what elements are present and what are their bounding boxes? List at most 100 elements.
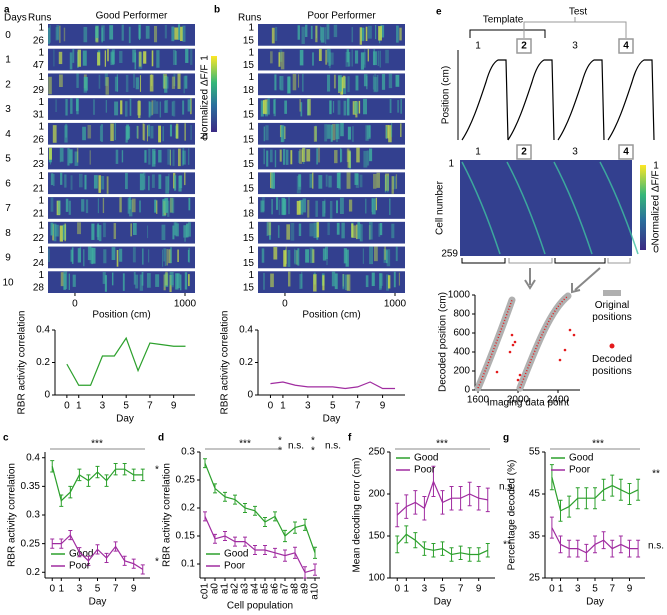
- error-bar: [113, 541, 118, 552]
- heatmap-streak: [105, 100, 108, 113]
- y-tick-label: 250: [368, 447, 385, 458]
- heatmap-streak: [302, 198, 306, 213]
- heatmap-streak: [396, 25, 399, 43]
- heatmap-streak: [386, 249, 391, 267]
- heatmap-streak: [270, 273, 274, 288]
- error-bar: [122, 462, 127, 476]
- heatmap-streak: [300, 200, 304, 215]
- heatmap-streak: [169, 271, 174, 286]
- heatmap-streak: [122, 273, 125, 291]
- heatmap-streak: [139, 75, 142, 92]
- x-tick-label: 9: [627, 584, 633, 595]
- heatmap-streak: [395, 246, 398, 262]
- heatmap-streak: [104, 73, 108, 86]
- heatmap-streak: [115, 149, 119, 164]
- heatmap-streak: [105, 77, 109, 95]
- heatmap-streak: [179, 274, 182, 291]
- heatmap-streak: [398, 272, 400, 286]
- heatmap-streak: [91, 223, 95, 240]
- heatmap-streak: [68, 200, 71, 215]
- heatmap-streak: [69, 52, 73, 70]
- y-tick-label: 0.4: [239, 325, 253, 336]
- heatmap-streak: [330, 52, 334, 65]
- heatmap-streak: [340, 123, 344, 137]
- heatmap-streak: [139, 274, 144, 291]
- heatmap-streak: [93, 175, 98, 189]
- x-tick-label: 9: [131, 584, 137, 595]
- error-bar: [140, 468, 145, 482]
- heatmap-streak: [357, 222, 361, 239]
- segment-label: 3: [572, 41, 578, 52]
- colorbar: [640, 165, 646, 250]
- y-tick-label: 600: [453, 328, 470, 339]
- error-bar: [558, 499, 563, 522]
- test-label: Test: [569, 7, 588, 18]
- segment-label: 2: [521, 41, 527, 52]
- cell-tick: 1: [448, 159, 454, 170]
- heatmap-streak: [391, 122, 393, 138]
- heatmap-streak: [334, 150, 338, 164]
- x-tick-label: a10: [310, 583, 321, 600]
- heatmap-streak: [280, 75, 284, 91]
- error-bar: [303, 518, 307, 531]
- heatmap-streak: [155, 274, 160, 287]
- annotation: ***: [592, 439, 604, 450]
- heatmap-streak: [139, 173, 144, 191]
- heatmap-streak: [154, 199, 157, 213]
- heatmap-streak: [71, 247, 74, 264]
- heatmap-streak: [326, 124, 331, 139]
- x-tick-label: 1: [280, 401, 286, 412]
- heatmap-streak: [332, 123, 336, 141]
- legend-label: Good: [569, 453, 593, 464]
- error-bar: [458, 485, 463, 511]
- error-bar: [131, 558, 136, 569]
- heatmap-streak: [328, 175, 332, 188]
- heatmap-row: [258, 147, 405, 170]
- heatmap-streak: [354, 173, 359, 185]
- heatmap-streak: [85, 199, 89, 214]
- heatmap-streak: [60, 272, 64, 287]
- x-axis-label: Position (cm): [302, 310, 360, 321]
- error-bar: [413, 532, 418, 549]
- heatmap-streak: [165, 271, 168, 286]
- heatmap-row: [258, 246, 405, 269]
- legend-label: Poor: [69, 561, 91, 572]
- error-bar: [263, 545, 267, 555]
- run-label: 1: [248, 220, 254, 231]
- heatmap-streak: [301, 271, 303, 288]
- heatmap-streak: [328, 49, 331, 66]
- error-bar: [233, 494, 237, 505]
- heatmap-streak: [271, 172, 275, 189]
- heatmap-streak: [312, 52, 314, 66]
- error-bar: [140, 564, 145, 575]
- heatmap-streak: [376, 75, 379, 92]
- heatmap-streak: [360, 52, 365, 70]
- heatmap-streak: [359, 223, 361, 241]
- heatmap-streak: [125, 75, 129, 92]
- y-tick-label: 0.2: [239, 357, 253, 368]
- position-label: Position (cm): [441, 66, 452, 124]
- run-label: 1: [38, 72, 44, 83]
- heatmap-streak: [177, 24, 181, 40]
- heatmap-streak: [171, 76, 176, 89]
- x-tick-label: a6: [270, 583, 281, 595]
- run-label: 1: [38, 270, 44, 281]
- heatmap-streak: [359, 224, 363, 242]
- error-bar: [404, 494, 409, 519]
- heatmap-streak: [151, 174, 155, 188]
- colorbar-tick: 1: [653, 161, 659, 172]
- run-label: 26: [33, 134, 45, 145]
- heatmap-streak: [371, 272, 375, 287]
- heatmap-streak: [167, 200, 170, 217]
- series-line: [66, 336, 186, 386]
- heatmap-streak: [322, 248, 327, 261]
- annotation: **: [503, 540, 511, 551]
- heatmap-streak: [263, 99, 267, 114]
- heatmap-streak: [87, 246, 92, 261]
- heatmap-streak: [386, 175, 389, 193]
- heatmap-streak: [282, 200, 286, 216]
- heatmap-streak: [385, 126, 387, 139]
- heatmap-streak: [324, 124, 328, 142]
- annotation: *: [311, 436, 315, 447]
- run-label: 15: [243, 134, 255, 145]
